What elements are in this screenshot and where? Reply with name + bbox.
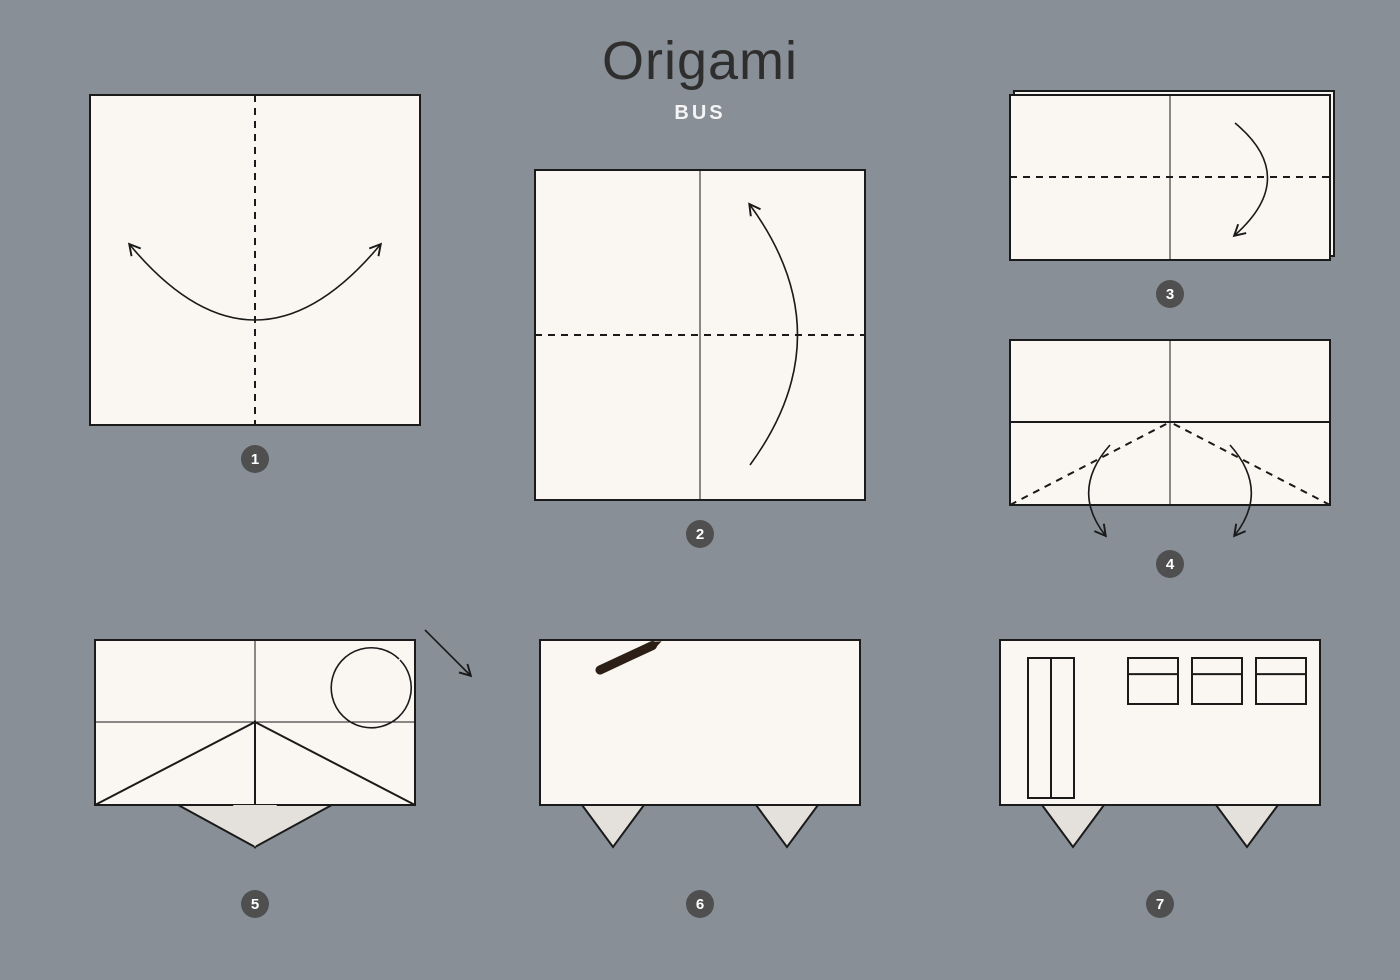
step-6: 6 <box>540 640 860 930</box>
step-number-badge: 4 <box>1156 550 1184 578</box>
step-number-badge: 5 <box>241 890 269 918</box>
step-figure <box>950 35 1390 320</box>
step-figure <box>480 580 920 925</box>
step-number-badge: 2 <box>686 520 714 548</box>
step-figure <box>950 280 1390 565</box>
origami-instruction-canvas: OrigamiBUS1234567 <box>0 0 1400 980</box>
page-title: Origami <box>602 30 798 92</box>
step-number-badge: 1 <box>241 445 269 473</box>
step-7: 7 <box>1000 640 1320 930</box>
step-figure <box>940 580 1380 925</box>
step-5: 5 <box>95 640 415 930</box>
step-number-badge: 7 <box>1146 890 1174 918</box>
step-4: 4 <box>1010 340 1330 590</box>
step-figure <box>30 35 480 485</box>
step-figure <box>475 110 925 560</box>
step-figure <box>35 580 475 925</box>
step-number-badge: 6 <box>686 890 714 918</box>
step-2: 2 <box>535 170 865 560</box>
step-1: 1 <box>90 95 420 485</box>
